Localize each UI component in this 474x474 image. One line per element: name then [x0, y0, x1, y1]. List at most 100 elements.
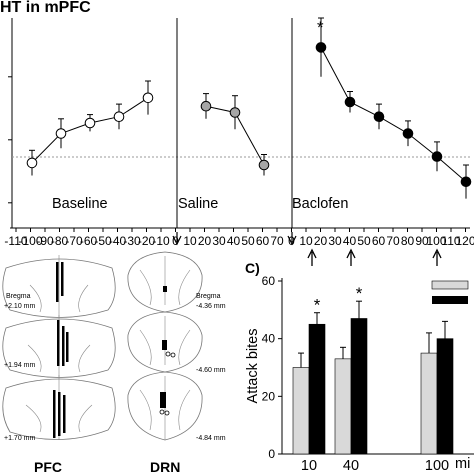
bar [308, 323, 326, 455]
pfc-level-2: +1.94 mm [4, 362, 35, 369]
drn-level-2: -4.60 mm [196, 367, 226, 374]
segment-label-baclofen: Baclofen [292, 196, 348, 212]
bar-y-tick-label: 60 [262, 274, 276, 288]
bar-significance-star: * [356, 284, 363, 303]
pfc-level-3: +1.70 mm [4, 435, 35, 442]
up-arrow-10 [307, 248, 317, 266]
drn-marker [162, 340, 167, 350]
x-tick-label: 30 [328, 234, 342, 248]
y-axis-label: Attack bites [245, 329, 261, 404]
x-tick-label: -20 [138, 234, 156, 248]
bar-y-tick-label: 40 [262, 332, 276, 346]
pfc-section-3 [2, 375, 116, 440]
data-point [373, 111, 385, 122]
x-ticks: -110-100-90-80-70-60-50-40-30-20-10 0 10 20… [4, 228, 474, 248]
x-tick-label: 100 [426, 234, 446, 248]
drn-section-2 [127, 311, 203, 373]
series-line [320, 47, 467, 183]
bar-x-labels: 10 40 100 [301, 458, 449, 474]
up-arrow-100 [432, 248, 442, 266]
bar [350, 318, 368, 455]
x-tick-label: -100 [18, 234, 42, 248]
bar-x-label: 10 [301, 458, 317, 474]
legend-swatch-dark [432, 296, 468, 304]
significance-star: * [317, 18, 324, 37]
cannula-track [58, 392, 61, 436]
injection-arrow-saline [172, 232, 182, 246]
cannula-track [61, 262, 64, 296]
cannula-track [63, 395, 66, 433]
x-tick-label: 20 [198, 234, 212, 248]
x-tick-label: 40 [227, 234, 241, 248]
bar [334, 358, 352, 455]
bar-significance-star: * [314, 296, 321, 315]
x-tick-label: 110 [441, 234, 460, 248]
drn-label: DRN [150, 459, 180, 474]
injection-arrow-baclofen [287, 232, 297, 246]
bar [436, 338, 454, 455]
drn-bregma-label: Bregma [196, 293, 221, 300]
drn-site [170, 352, 176, 358]
drn-site [164, 410, 170, 416]
drn-marker [160, 392, 166, 408]
segment-label-baseline: Baseline [52, 196, 108, 212]
panel-c-label: C) [245, 260, 260, 276]
bar-y-tick-label: 0 [268, 447, 275, 461]
x-tick-label: 70 [270, 234, 284, 248]
bar-x-label: 100 [425, 458, 449, 474]
drn-level-1: -4.36 mm [196, 303, 226, 310]
x-tick-label: -50 [94, 234, 112, 248]
data-point [460, 176, 472, 188]
segment-label-saline: Saline [178, 196, 218, 212]
x-tick-label: 50 [241, 234, 255, 248]
data-point [258, 159, 270, 171]
x-tick-label: 80 [401, 234, 415, 248]
x-tick-label: -40 [109, 234, 127, 248]
bar-y-tick-label: 20 [262, 389, 276, 403]
data-point [402, 128, 414, 139]
x-tick-label: -60 [80, 234, 98, 248]
x-tick-label: 70 [386, 234, 400, 248]
bars: ** [292, 284, 454, 455]
bar-y-ticks: 0 20 40 60 [262, 274, 282, 461]
data-point [26, 157, 38, 169]
up-arrow-40 [346, 248, 356, 266]
x-tick-label: 10 [183, 234, 197, 248]
data-point [431, 151, 443, 162]
data-point [200, 100, 212, 112]
drn-level-3: -4.84 mm [196, 435, 226, 442]
x-tick-label: 40 [343, 234, 357, 248]
data-point [229, 107, 241, 118]
cannula-track [62, 326, 65, 366]
bar-x-label: 40 [343, 458, 359, 474]
x-tick-label: 60 [256, 234, 270, 248]
data-point [84, 117, 96, 129]
y-ticks [8, 76, 12, 204]
x-tick-label: -90 [36, 234, 54, 248]
x-tick-label: 20 [314, 234, 328, 248]
drn-site [159, 409, 165, 415]
pfc-label: PFC [34, 459, 62, 474]
data-point [113, 111, 125, 122]
cannula-track [56, 262, 59, 302]
x-tick-label: -30 [123, 234, 141, 248]
bar [292, 367, 310, 455]
x-tick-label: 50 [357, 234, 371, 248]
chart-title: HT in mPFC [0, 0, 91, 16]
series-group [26, 17, 472, 199]
drn-marker [163, 286, 167, 292]
drn-section-1 [127, 251, 203, 313]
bar [420, 352, 438, 455]
time-course-chart: -110-100-90-80-70-60-50-40-30-20-10 0 10 20… [4, 17, 474, 248]
x-tick-label: -80 [51, 234, 69, 248]
drn-site [165, 351, 171, 357]
data-point [55, 128, 67, 139]
x-tick-label: 90 [415, 234, 429, 248]
drn-section-3 [127, 371, 203, 441]
data-point [142, 92, 154, 104]
cannula-track [57, 320, 60, 366]
x-tick-label: 60 [372, 234, 386, 248]
pfc-level-1: +2.10 mm [4, 303, 35, 310]
